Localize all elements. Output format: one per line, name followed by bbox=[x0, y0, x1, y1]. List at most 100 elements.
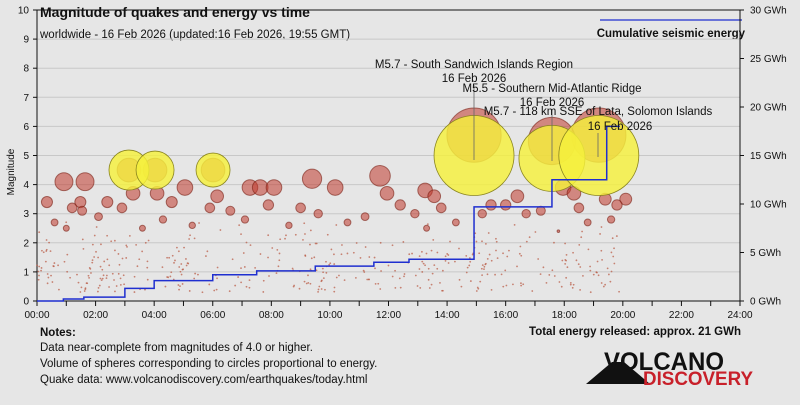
minor-quake-dot bbox=[144, 241, 147, 244]
minor-quake-dot bbox=[469, 260, 472, 263]
minor-quake-dot bbox=[117, 253, 120, 255]
minor-quake-dot bbox=[553, 275, 556, 277]
minor-quake-dot bbox=[441, 269, 444, 272]
minor-quake-dot bbox=[333, 253, 335, 256]
minor-quake-dot bbox=[93, 234, 96, 237]
minor-quake-dot bbox=[93, 256, 96, 258]
minor-quake-dot bbox=[292, 285, 295, 288]
minor-quake-dot bbox=[254, 266, 257, 269]
minor-quake-dot bbox=[479, 280, 482, 283]
minor-quake-dot bbox=[329, 262, 332, 265]
minor-quake-dot bbox=[278, 259, 281, 262]
notes-heading: Notes: bbox=[40, 327, 76, 339]
minor-quake-dot bbox=[333, 286, 336, 289]
minor-quake-dot bbox=[125, 244, 128, 247]
minor-quake-dot bbox=[364, 246, 367, 248]
minor-quake-dot bbox=[402, 241, 405, 243]
minor-quake-dot bbox=[495, 249, 497, 252]
minor-quake-dot bbox=[275, 272, 278, 275]
minor-quake-dot bbox=[528, 236, 531, 239]
logo-line1: VOLCANO bbox=[604, 348, 724, 376]
minor-quake-dot bbox=[45, 250, 48, 252]
y-tick-label: 9 bbox=[23, 35, 29, 46]
minor-quake-dot bbox=[141, 250, 144, 253]
minor-quake-dot bbox=[322, 271, 325, 274]
minor-quake-dot bbox=[38, 265, 41, 268]
quake-circle bbox=[101, 196, 114, 209]
minor-quake-dot bbox=[354, 276, 357, 279]
minor-quake-dot bbox=[95, 226, 98, 228]
minor-quake-dot bbox=[111, 272, 114, 275]
minor-quake-dot bbox=[259, 253, 262, 255]
minor-quake-dot bbox=[114, 249, 116, 252]
minor-quake-dot bbox=[249, 244, 252, 247]
minor-quake-dot bbox=[592, 273, 595, 276]
quake-circle bbox=[94, 212, 103, 222]
minor-quake-dot bbox=[181, 268, 184, 271]
y-tick-label: 10 bbox=[18, 6, 30, 17]
minor-quake-dot bbox=[97, 290, 99, 293]
x-tick-label: 22:00 bbox=[669, 310, 694, 321]
minor-quake-dot bbox=[551, 269, 554, 272]
minor-quake-dot bbox=[399, 286, 402, 289]
minor-quake-dot bbox=[483, 265, 486, 268]
minor-quake-dot bbox=[133, 275, 136, 278]
minor-quake-dot bbox=[613, 247, 615, 250]
minor-quake-dot bbox=[418, 255, 421, 258]
minor-quake-dot bbox=[484, 263, 487, 266]
highlighted-quake-circle bbox=[135, 150, 175, 190]
minor-quake-dot bbox=[447, 262, 450, 264]
annotation-date: 16 Feb 2026 bbox=[442, 73, 507, 85]
quake-circle bbox=[40, 196, 53, 209]
minor-quake-dot bbox=[431, 272, 434, 275]
minor-quake-dot bbox=[206, 250, 209, 253]
minor-quake-dot bbox=[101, 268, 104, 271]
minor-quake-dot bbox=[516, 265, 518, 268]
quake-circle bbox=[313, 209, 323, 219]
quake-circle bbox=[138, 224, 146, 232]
x-tick-label: 08:00 bbox=[259, 310, 284, 321]
minor-quake-dot bbox=[180, 263, 183, 265]
quake-circle bbox=[62, 224, 70, 232]
minor-quake-dot bbox=[181, 283, 184, 285]
minor-quake-dot bbox=[604, 283, 607, 286]
quake-circle bbox=[158, 215, 168, 224]
minor-quake-dot bbox=[41, 249, 43, 252]
chart-title: Magnitude of quakes and energy vs time bbox=[40, 4, 310, 20]
minor-quake-dot bbox=[205, 255, 207, 257]
quake-circle bbox=[240, 215, 250, 224]
minor-quake-dot bbox=[335, 276, 338, 279]
minor-quake-dot bbox=[363, 271, 366, 273]
minor-quake-dot bbox=[86, 282, 89, 285]
x-tick-label: 18:00 bbox=[552, 310, 577, 321]
minor-quake-dot bbox=[486, 257, 489, 260]
minor-quake-dot bbox=[565, 253, 568, 256]
minor-quake-dot bbox=[475, 240, 478, 243]
minor-quake-dot bbox=[468, 264, 471, 267]
minor-quake-dot bbox=[343, 279, 346, 282]
minor-quake-dot bbox=[243, 266, 246, 268]
minor-quake-dot bbox=[248, 279, 251, 282]
minor-quake-dot bbox=[303, 280, 306, 283]
minor-quake-dot bbox=[167, 276, 170, 279]
minor-quake-dot bbox=[161, 266, 164, 269]
minor-quake-dot bbox=[566, 266, 569, 269]
minor-quake-dot bbox=[79, 291, 82, 293]
minor-quake-dot bbox=[47, 276, 50, 279]
y-axis-label: Magnitude bbox=[6, 148, 17, 195]
quake-circle bbox=[423, 224, 431, 232]
annotation-label: M5.7 - 118 km SSE of Lata, Solomon Islan… bbox=[484, 106, 713, 118]
minor-quake-dot bbox=[164, 285, 167, 288]
minor-quake-dot bbox=[504, 269, 507, 272]
x-tick-label: 20:00 bbox=[610, 310, 635, 321]
minor-quake-dot bbox=[291, 267, 294, 270]
minor-quake-dot bbox=[279, 238, 282, 241]
minor-quake-dot bbox=[537, 258, 540, 260]
minor-quake-dot bbox=[416, 285, 419, 287]
minor-quake-dot bbox=[49, 250, 52, 253]
minor-quake-dot bbox=[307, 274, 309, 277]
minor-quake-dot bbox=[183, 246, 185, 249]
annotation-label: M5.7 - South Sandwich Islands Region bbox=[375, 59, 573, 71]
minor-quake-dot bbox=[309, 268, 312, 271]
minor-quake-dot bbox=[564, 262, 567, 265]
